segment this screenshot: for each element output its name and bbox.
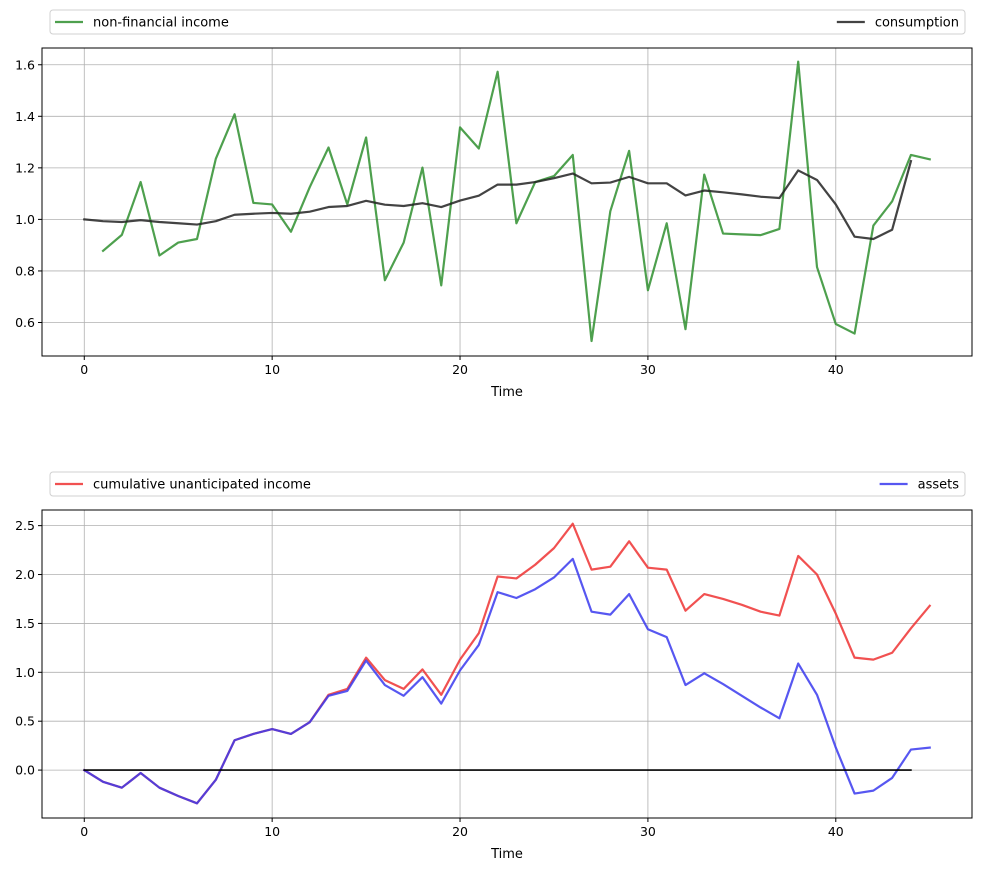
bottom-chart-panel: 0 10 20 30 40 0.0 0.5 1.0 1.5 2.0 2.5 Time cumulativ… (15, 471, 973, 862)
y-tick-label: 1.0 (15, 212, 35, 227)
series-line-assets (82, 557, 931, 805)
x-tick-label: 30 (640, 824, 656, 839)
legend-label-cumulative-unanticipated-income: cumulative unanticipated income (93, 478, 311, 493)
plot-frame (41, 509, 973, 819)
y-tick-label: 1.4 (15, 109, 35, 124)
y-tick-label: 1.0 (15, 665, 35, 680)
x-tick-label: 0 (80, 824, 88, 839)
y-tick-label: 0.6 (15, 315, 35, 330)
x-tick-label: 10 (264, 362, 280, 377)
x-tick-label: 20 (452, 362, 468, 377)
x-axis-label: Time (490, 847, 523, 862)
top-chart-panel: 0 10 20 30 40 0.6 0.8 1.0 1.2 1.4 1.6 Time non-finan… (15, 9, 973, 400)
x-tick-label: 0 (80, 362, 88, 377)
legend-label-assets: assets (918, 478, 960, 493)
x-axis-label: Time (490, 385, 523, 400)
y-tick-label: 0.5 (15, 714, 35, 729)
legend-frame (49, 471, 966, 497)
y-tick-label: 2.5 (15, 518, 35, 533)
legend: non-financial income consumption (49, 9, 966, 35)
legend: cumulative unanticipated income assets (49, 471, 966, 497)
y-tick-label: 1.6 (15, 57, 35, 72)
y-tick-label: 2.0 (15, 567, 35, 582)
legend-frame (49, 9, 966, 35)
x-tick-label: 40 (828, 824, 844, 839)
x-tick-label: 30 (640, 362, 656, 377)
x-tick-label: 10 (264, 824, 280, 839)
x-tick-label: 40 (828, 362, 844, 377)
legend-label-non-financial-income: non-financial income (93, 16, 229, 31)
y-tick-label: 1.2 (15, 160, 35, 175)
y-tick-label: 1.5 (15, 616, 35, 631)
x-tick-label: 20 (452, 824, 468, 839)
legend-label-consumption: consumption (875, 16, 959, 31)
plot-frame (41, 47, 973, 357)
series-line-consumption (83, 159, 913, 241)
series-line-non-financial-income (101, 60, 932, 343)
y-tick-label: 0.0 (15, 763, 35, 778)
y-tick-label: 0.8 (15, 263, 35, 278)
